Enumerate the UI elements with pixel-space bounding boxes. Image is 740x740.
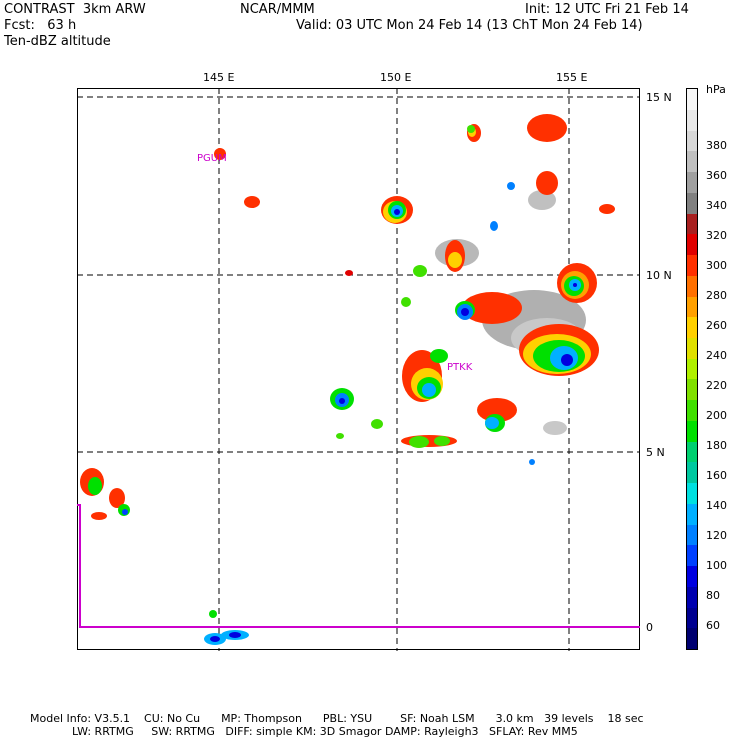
colorbar-segment <box>687 420 697 442</box>
colorbar <box>686 88 698 650</box>
header-field-name: Ten-dBZ altitude <box>4 34 111 49</box>
station-markers: PGUM PTKK <box>197 153 473 373</box>
lon-label-150: 150 E <box>380 71 412 84</box>
colorbar-segment <box>687 358 697 380</box>
colorbar-label: 160 <box>706 469 727 482</box>
colorbar-label: 120 <box>706 529 727 542</box>
domain-boundary <box>77 504 640 628</box>
colorbar-segment <box>687 566 697 587</box>
header-center-org: NCAR/MMM <box>240 2 315 17</box>
colorbar-label: 180 <box>706 439 727 452</box>
colorbar-label: 200 <box>706 409 727 422</box>
colorbar-label: 220 <box>706 379 727 392</box>
footer-physics-info: LW: RRTMG SW: RRTMG DIFF: simple KM: 3D … <box>72 725 578 738</box>
lon-label-145: 145 E <box>203 71 235 84</box>
colorbar-segment <box>687 172 697 193</box>
colorbar-segment <box>687 151 697 173</box>
lat-label-equator: 0 <box>646 621 653 634</box>
colorbar-segment <box>687 296 697 318</box>
colorbar-segment <box>687 400 697 421</box>
colorbar-label: 60 <box>706 619 720 632</box>
colorbar-segment <box>687 586 697 608</box>
station-pgum: PGUM <box>197 153 227 164</box>
colorbar-segment <box>687 275 697 297</box>
colorbar-label: 240 <box>706 349 727 362</box>
colorbar-segment <box>687 130 697 152</box>
colorbar-label: 260 <box>706 319 727 332</box>
header-left-title: CONTRAST 3km ARW <box>4 2 146 17</box>
header-forecast-hour: Fcst: 63 h <box>4 18 77 33</box>
reflectivity-map: PGUM PTKK <box>77 88 640 651</box>
colorbar-label: 300 <box>706 259 727 272</box>
footer-model-info: Model Info: V3.5.1 CU: No Cu MP: Thompso… <box>30 712 644 725</box>
colorbar-segment <box>687 441 697 463</box>
colorbar-segment <box>687 462 697 484</box>
colorbar-label: 360 <box>706 169 727 182</box>
echo-cells <box>80 114 615 645</box>
colorbar-unit: hPa <box>706 83 726 96</box>
header-valid-time: Valid: 03 UTC Mon 24 Feb 14 (13 ChT Mon … <box>296 18 643 33</box>
colorbar-segment <box>687 503 697 525</box>
colorbar-segment <box>687 524 697 546</box>
colorbar-label: 340 <box>706 199 727 212</box>
header-init-time: Init: 12 UTC Fri 21 Feb 14 <box>525 2 689 17</box>
colorbar-segment <box>687 483 697 504</box>
colorbar-label: 380 <box>706 139 727 152</box>
colorbar-segment <box>687 89 697 110</box>
colorbar-label: 140 <box>706 499 727 512</box>
colorbar-label: 280 <box>706 289 727 302</box>
colorbar-segment <box>687 628 697 649</box>
colorbar-segment <box>687 255 697 276</box>
lat-label-15n: 15 N <box>646 91 672 104</box>
colorbar-segment <box>687 545 697 567</box>
colorbar-segment <box>687 192 697 214</box>
lat-label-5n: 5 N <box>646 446 665 459</box>
lon-label-155: 155 E <box>556 71 588 84</box>
lat-label-10n: 10 N <box>646 269 672 282</box>
colorbar-segment <box>687 607 697 629</box>
colorbar-segment <box>687 109 697 131</box>
colorbar-label: 80 <box>706 589 720 602</box>
colorbar-label: 320 <box>706 229 727 242</box>
colorbar-segment <box>687 317 697 338</box>
colorbar-segment <box>687 234 697 256</box>
colorbar-segment <box>687 213 697 235</box>
colorbar-label: 100 <box>706 559 727 572</box>
station-ptkk: PTKK <box>447 362 473 373</box>
colorbar-segment <box>687 379 697 401</box>
colorbar-segment <box>687 337 697 359</box>
